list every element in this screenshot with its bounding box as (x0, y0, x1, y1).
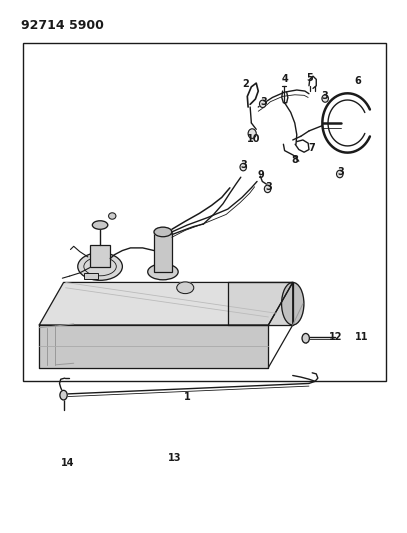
Ellipse shape (337, 170, 343, 177)
Ellipse shape (148, 264, 178, 280)
Text: 2: 2 (243, 79, 249, 89)
Text: 3: 3 (260, 96, 267, 107)
Text: 3: 3 (265, 182, 272, 192)
Ellipse shape (248, 129, 256, 139)
Text: 7: 7 (309, 143, 315, 154)
Polygon shape (39, 325, 268, 368)
Polygon shape (228, 282, 293, 325)
Text: 13: 13 (168, 453, 182, 463)
Ellipse shape (282, 282, 304, 325)
Text: 1: 1 (184, 392, 190, 402)
Text: 4: 4 (281, 74, 288, 84)
Ellipse shape (240, 164, 247, 171)
Ellipse shape (92, 221, 108, 229)
Text: 3: 3 (322, 91, 328, 101)
Text: 3: 3 (241, 160, 247, 171)
Text: 11: 11 (355, 332, 368, 342)
Text: 9: 9 (257, 170, 264, 180)
Polygon shape (39, 282, 293, 325)
Bar (23, 43, 386, 381)
Bar (90, 245, 110, 266)
Ellipse shape (177, 282, 194, 294)
Bar (84, 273, 98, 279)
Text: 8: 8 (292, 155, 299, 165)
Text: 5: 5 (306, 73, 313, 83)
Ellipse shape (109, 213, 116, 219)
Ellipse shape (264, 185, 271, 192)
Ellipse shape (322, 95, 328, 102)
Bar (154, 232, 172, 272)
Text: 92714 5900: 92714 5900 (21, 19, 104, 33)
Ellipse shape (154, 227, 172, 237)
Text: 14: 14 (61, 458, 74, 468)
Ellipse shape (60, 390, 67, 400)
Ellipse shape (302, 334, 309, 343)
Text: 12: 12 (329, 332, 343, 342)
Text: 3: 3 (337, 167, 344, 177)
Ellipse shape (260, 100, 266, 108)
Text: 10: 10 (247, 134, 260, 144)
Text: 6: 6 (354, 77, 361, 86)
Ellipse shape (78, 253, 123, 280)
